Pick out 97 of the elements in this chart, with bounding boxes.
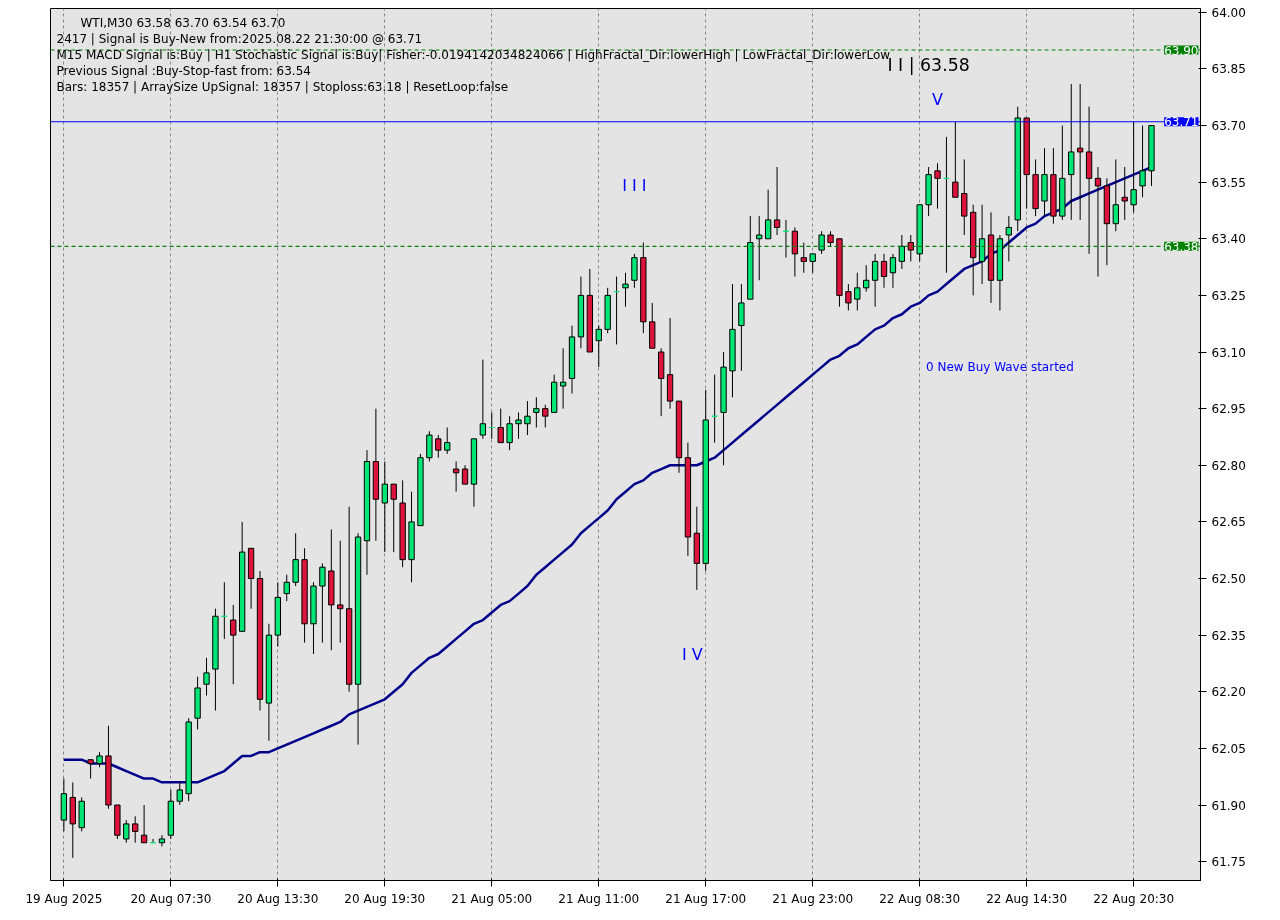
ref-line-label: 63.38 xyxy=(1164,239,1199,254)
candlestick xyxy=(542,404,549,429)
candlestick xyxy=(818,230,825,255)
y-tick-label: 62.05 xyxy=(1211,741,1246,756)
annotation: Previous Signal :Buy-Stop-fast from: 63.54 xyxy=(56,63,311,78)
candlestick xyxy=(461,464,469,485)
annotation: M15 MACD Signal is:Buy | H1 Stochastic Signal is:Buy| Fisher:-0.0194142034824066 | HighFractal_Dir:lowerHigh | LowFractal_Dir:lowerLow xyxy=(56,47,891,62)
x-tick-label: 22 Aug 08:30 xyxy=(879,891,961,906)
candlestick xyxy=(738,283,745,372)
candlestick xyxy=(444,427,451,455)
y-tick-label: 63.85 xyxy=(1211,62,1246,77)
candlestick xyxy=(426,430,433,462)
candlestick xyxy=(533,396,540,429)
candlestick xyxy=(337,540,344,644)
y-tick-label: 62.95 xyxy=(1211,402,1246,417)
candlestick xyxy=(898,234,906,270)
candlestick xyxy=(381,460,388,553)
candlestick xyxy=(934,162,941,210)
annotation: V xyxy=(932,89,944,109)
x-tick-label: 21 Aug 17:00 xyxy=(665,891,747,906)
candlestick xyxy=(319,562,326,644)
candlestick xyxy=(452,460,460,493)
y-tick-label: 63.70 xyxy=(1211,119,1246,134)
y-tick-label: 62.50 xyxy=(1211,572,1246,587)
annotation: 0 New Buy Wave started xyxy=(925,360,1074,375)
candlestick xyxy=(1068,83,1075,221)
candlestick xyxy=(952,121,959,198)
x-tick-label: 20 Aug 19:30 xyxy=(344,891,426,906)
candlestick xyxy=(1005,215,1013,262)
x-tick-label: 22 Aug 14:30 xyxy=(986,891,1068,906)
y-tick-label: 63.40 xyxy=(1211,232,1246,247)
candlestick xyxy=(756,215,763,281)
candlestick xyxy=(773,166,781,236)
candlestick xyxy=(1130,121,1137,213)
y-tick-label: 63.10 xyxy=(1211,345,1246,360)
candlestick xyxy=(123,819,130,844)
x-tick-label: 21 Aug 05:00 xyxy=(451,891,533,906)
candlestick xyxy=(176,781,183,806)
candlestick xyxy=(1121,166,1128,221)
candlestick xyxy=(203,657,210,697)
candlestick xyxy=(132,815,139,844)
y-tick-label: 62.35 xyxy=(1211,628,1246,643)
candlestick xyxy=(390,483,397,553)
x-tick-label: 22 Aug 20:30 xyxy=(1093,891,1175,906)
candlestick xyxy=(880,253,888,289)
candlestick xyxy=(800,242,807,274)
candlestick xyxy=(559,347,567,410)
candlestick xyxy=(907,234,914,262)
candlestick xyxy=(435,434,442,459)
ref-line-label: 63.90 xyxy=(1164,43,1199,58)
candlestick xyxy=(87,759,94,780)
annotation: 2417 | Signal is Buy-New from:2025.08.22 21:30:00 @ 63.71 xyxy=(56,31,423,46)
candlestick xyxy=(292,532,299,587)
candlestick xyxy=(524,400,531,436)
candlestick xyxy=(809,253,816,274)
y-tick-label: 61.75 xyxy=(1211,855,1246,870)
annotation: Bars: 18357 | ArraySize UpSignal: 18357 | Stoploss:63.18 | ResetLoop:false xyxy=(56,79,509,94)
candlestick xyxy=(595,325,602,368)
candlestick xyxy=(764,189,772,240)
y-tick-label: 62.65 xyxy=(1211,515,1246,530)
candlestick xyxy=(854,272,861,311)
candlestick xyxy=(961,159,968,236)
y-tick-label: 64.00 xyxy=(1211,5,1246,20)
candlestick xyxy=(515,411,522,440)
ref-line-label: 63.71 xyxy=(1164,115,1199,130)
candlestick xyxy=(497,408,504,444)
candlestick xyxy=(1139,125,1146,198)
x-tick-label: 21 Aug 11:00 xyxy=(558,891,640,906)
x-tick-label: 21 Aug 23:00 xyxy=(772,891,854,906)
y-tick-label: 62.80 xyxy=(1211,458,1246,473)
candlestick xyxy=(479,359,487,440)
candlestick xyxy=(978,204,986,285)
candlestick xyxy=(230,604,237,685)
candlestick xyxy=(631,253,638,289)
candlestick xyxy=(791,226,799,278)
candlestick xyxy=(140,804,148,844)
candlestick xyxy=(506,415,513,451)
candlestick xyxy=(863,264,870,293)
candlestick xyxy=(1112,159,1119,232)
candlestick xyxy=(1094,166,1102,278)
annotation: I I I xyxy=(622,176,647,196)
candlestick xyxy=(845,283,852,311)
y-tick-label: 63.25 xyxy=(1211,288,1246,303)
candlestick xyxy=(158,834,166,848)
candlestick xyxy=(622,272,629,308)
x-tick-label: 19 Aug 2025 xyxy=(25,891,103,906)
candlestick xyxy=(889,253,897,289)
x-tick-label: 20 Aug 07:30 xyxy=(130,891,212,906)
candlestick xyxy=(1076,83,1084,221)
candlestick xyxy=(871,253,879,308)
y-tick-label: 62.20 xyxy=(1211,685,1246,700)
x-tick-label: 20 Aug 13:30 xyxy=(237,891,319,906)
annotation: I V xyxy=(681,644,703,664)
candlestick xyxy=(283,574,290,602)
y-tick-label: 61.90 xyxy=(1211,798,1246,813)
y-tick-label: 63.55 xyxy=(1211,175,1246,190)
text: WTI,M30 63.58 63.70 63.54 63.70 xyxy=(80,15,286,30)
